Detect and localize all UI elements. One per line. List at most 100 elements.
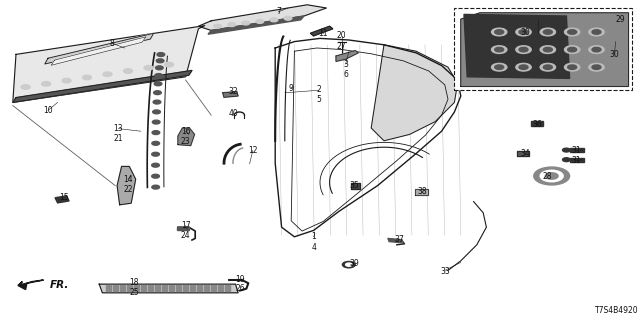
- Circle shape: [346, 263, 352, 266]
- Text: 39: 39: [349, 260, 359, 268]
- Text: T7S4B4920: T7S4B4920: [595, 306, 639, 315]
- Polygon shape: [13, 26, 205, 102]
- Circle shape: [540, 170, 563, 182]
- Text: 30: 30: [609, 50, 620, 59]
- Text: 35: 35: [349, 181, 359, 190]
- Polygon shape: [183, 285, 188, 291]
- Circle shape: [563, 158, 570, 162]
- Circle shape: [228, 23, 236, 27]
- Text: 5: 5: [316, 95, 321, 104]
- Text: 36: 36: [532, 120, 543, 129]
- Circle shape: [152, 131, 160, 134]
- Circle shape: [540, 28, 556, 36]
- Polygon shape: [198, 5, 326, 30]
- Text: 19: 19: [235, 275, 245, 284]
- Text: 21: 21: [114, 134, 123, 143]
- Polygon shape: [134, 285, 139, 291]
- Polygon shape: [13, 70, 192, 102]
- Circle shape: [152, 141, 159, 145]
- Polygon shape: [162, 285, 167, 291]
- Circle shape: [534, 167, 570, 185]
- Polygon shape: [218, 285, 223, 291]
- Text: 4: 4: [311, 243, 316, 252]
- Text: 8: 8: [109, 39, 115, 48]
- Text: 34: 34: [520, 149, 530, 158]
- Circle shape: [519, 47, 528, 52]
- Circle shape: [152, 185, 159, 189]
- Polygon shape: [190, 285, 195, 291]
- Polygon shape: [310, 26, 333, 36]
- Polygon shape: [120, 285, 125, 291]
- Circle shape: [563, 148, 570, 152]
- Polygon shape: [18, 280, 44, 290]
- Circle shape: [103, 72, 112, 76]
- Bar: [454, 8, 632, 90]
- Polygon shape: [106, 285, 111, 291]
- Circle shape: [589, 63, 604, 71]
- Circle shape: [543, 30, 552, 34]
- Text: 25: 25: [129, 288, 140, 297]
- Text: 24: 24: [180, 231, 191, 240]
- Circle shape: [153, 100, 161, 104]
- Text: 7: 7: [276, 7, 281, 16]
- Polygon shape: [208, 16, 304, 34]
- Circle shape: [568, 65, 577, 69]
- Text: 14: 14: [123, 175, 133, 184]
- Polygon shape: [197, 285, 202, 291]
- Circle shape: [519, 30, 528, 34]
- Circle shape: [516, 63, 531, 71]
- Circle shape: [589, 46, 604, 53]
- Circle shape: [152, 152, 159, 156]
- Circle shape: [144, 66, 153, 70]
- Polygon shape: [141, 285, 146, 291]
- Circle shape: [592, 30, 601, 34]
- Circle shape: [492, 46, 507, 53]
- Text: 15: 15: [59, 193, 69, 202]
- Circle shape: [568, 30, 577, 34]
- Text: 37: 37: [394, 235, 404, 244]
- Text: 18: 18: [130, 278, 139, 287]
- Circle shape: [540, 63, 556, 71]
- Polygon shape: [211, 285, 216, 291]
- Text: 3: 3: [343, 60, 348, 68]
- Text: 2: 2: [316, 85, 321, 94]
- Text: 23: 23: [180, 137, 191, 146]
- Circle shape: [543, 47, 552, 52]
- Text: 28: 28: [543, 172, 552, 181]
- Polygon shape: [570, 158, 584, 162]
- Polygon shape: [178, 128, 195, 146]
- Polygon shape: [117, 166, 136, 205]
- Circle shape: [83, 75, 92, 80]
- Circle shape: [155, 74, 163, 77]
- Circle shape: [284, 16, 292, 20]
- Polygon shape: [45, 33, 154, 64]
- Circle shape: [564, 63, 580, 71]
- Polygon shape: [531, 121, 543, 126]
- Circle shape: [156, 66, 163, 70]
- Text: 13: 13: [113, 124, 124, 132]
- Polygon shape: [127, 285, 132, 291]
- Polygon shape: [51, 37, 146, 65]
- Polygon shape: [177, 227, 189, 230]
- Circle shape: [545, 173, 558, 179]
- Circle shape: [214, 24, 221, 28]
- Polygon shape: [517, 151, 529, 156]
- Text: 22: 22: [124, 185, 132, 194]
- Circle shape: [543, 65, 552, 69]
- Polygon shape: [336, 51, 358, 61]
- Circle shape: [124, 69, 132, 73]
- Text: 40: 40: [228, 109, 239, 118]
- Polygon shape: [204, 285, 209, 291]
- Text: 32: 32: [228, 87, 239, 96]
- Circle shape: [495, 65, 504, 69]
- Polygon shape: [388, 238, 403, 243]
- Text: 30: 30: [520, 28, 530, 36]
- Circle shape: [152, 120, 160, 124]
- Polygon shape: [225, 285, 230, 291]
- Text: 33: 33: [440, 267, 450, 276]
- Circle shape: [152, 174, 159, 178]
- Circle shape: [242, 21, 250, 25]
- Circle shape: [495, 30, 504, 34]
- Circle shape: [342, 261, 355, 268]
- Circle shape: [270, 18, 278, 22]
